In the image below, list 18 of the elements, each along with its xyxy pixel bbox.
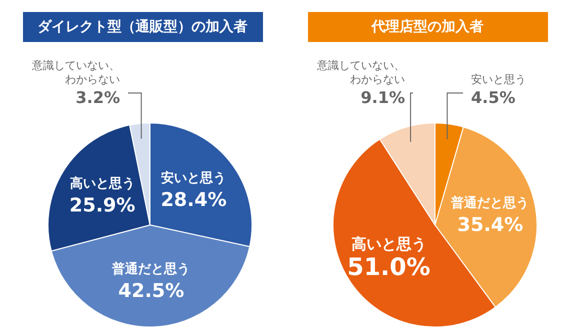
slice-label: 普通だと思う [111, 261, 190, 278]
data-label: 51.0% [347, 252, 430, 281]
slice-label: 安いと思う [161, 170, 226, 186]
data-label: 28.4% [160, 188, 227, 211]
slice-label: 高いと思う [70, 175, 135, 192]
chart-title: ダイレクト型（通販型）の加入者 [22, 12, 262, 42]
slice-label: 意識していない、わからない [316, 59, 405, 86]
chart-title: 代理店型の加入者 [308, 12, 548, 42]
data-label: 42.5% [118, 280, 184, 302]
slice-label: 安いと思う [471, 73, 526, 86]
slice-label: 意識していない、わからない [31, 59, 120, 86]
data-label: 35.4% [457, 214, 524, 236]
slice-label: 普通だと思う [450, 195, 530, 212]
data-label: 4.5% [471, 88, 516, 107]
data-label: 25.9% [69, 194, 136, 216]
slice-label: 高いと思う [351, 234, 426, 253]
data-label: 9.1% [360, 88, 405, 107]
data-label: 3.2% [76, 88, 120, 107]
